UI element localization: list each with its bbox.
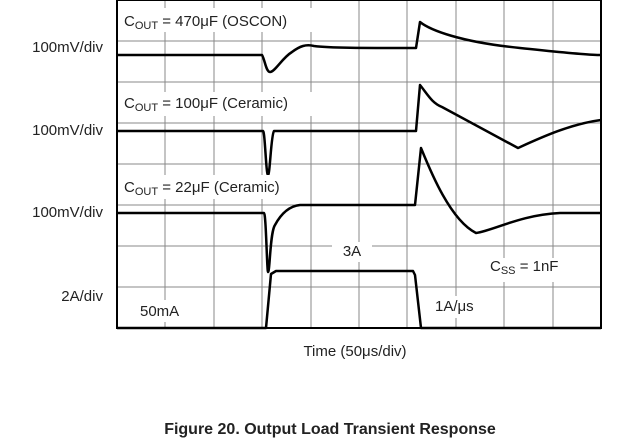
scale-label: 100mV/div [32,204,103,221]
trace-100uf [117,83,602,177]
trace-470uf [117,20,602,74]
annotation: 1A/μs [435,298,474,315]
trace-label: COUT = 470μF (OSCON) [124,13,287,32]
annotation: 50mA [140,303,179,320]
scale-label: 100mV/div [32,39,103,56]
annotation: 3A [343,243,361,260]
annotation: CSS = 1nF [490,258,558,277]
scale-label: 100mV/div [32,122,103,139]
caption: Figure 20. Output Load Transient Respons… [164,421,496,438]
trace-22uf [117,146,601,274]
trace-label: COUT = 100μF (Ceramic) [124,95,288,114]
trace-current [117,269,601,330]
x-label: Time (50μs/div) [303,343,406,360]
scale-label: 2A/div [61,288,103,305]
trace-label: COUT = 22μF (Ceramic) [124,179,280,198]
